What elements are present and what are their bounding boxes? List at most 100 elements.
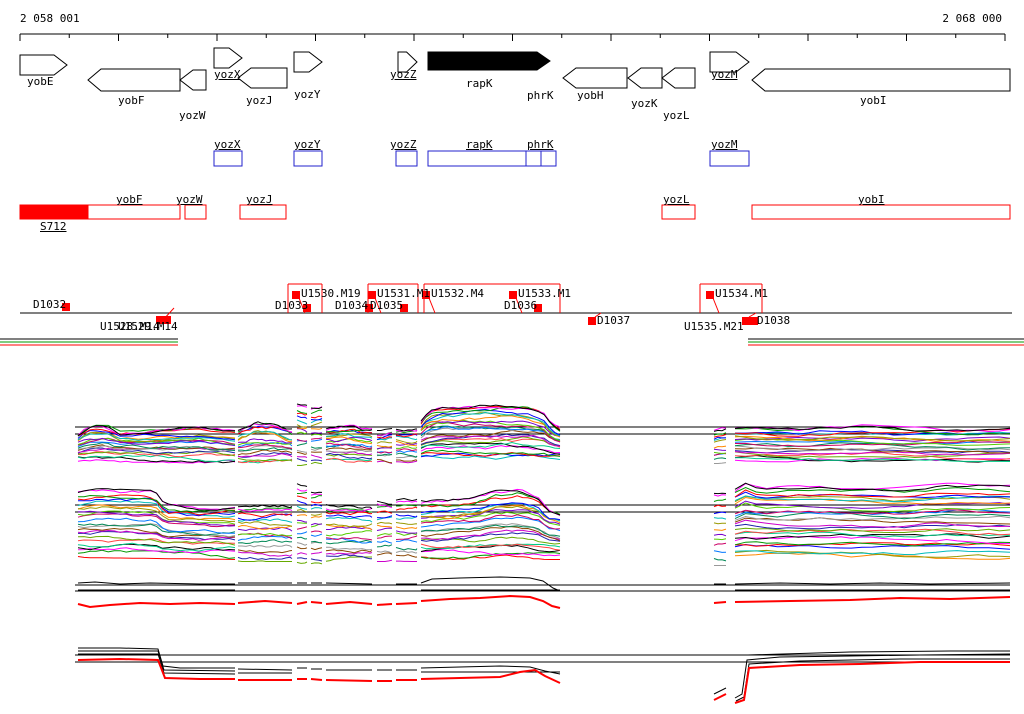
gene-arrow-yozX[interactable] xyxy=(213,47,243,69)
probe-marker-U1534.M1[interactable] xyxy=(706,291,714,299)
probe-marker-D1033[interactable] xyxy=(303,304,311,312)
probe-label-U1531.M1[interactable]: U1531.M1 xyxy=(377,287,430,300)
gene-label-yobF[interactable]: yobF xyxy=(118,94,145,107)
expression-trace xyxy=(713,494,727,497)
cds-box-yozZ[interactable] xyxy=(395,150,418,167)
expression-trace xyxy=(734,653,1011,699)
expression-trace xyxy=(296,601,308,605)
gene-arrow-yobI[interactable] xyxy=(751,68,1011,92)
probe-label-D1035[interactable]: D1035 xyxy=(370,299,404,312)
gene-arrow-yobF[interactable] xyxy=(87,68,181,92)
feature-box-yobI[interactable] xyxy=(751,204,1011,220)
gene-arrow-yozZ[interactable] xyxy=(397,51,418,73)
probe-label-D1033[interactable]: D1033 xyxy=(275,299,309,312)
gene-label-yobI[interactable]: yobI xyxy=(860,94,887,107)
cds-box-yozX[interactable] xyxy=(213,150,243,167)
expression-trace xyxy=(376,533,393,537)
cds-label-yozM[interactable]: yozM xyxy=(711,138,738,151)
expression-trace xyxy=(395,554,418,558)
gene-arrow-yozM[interactable] xyxy=(709,51,750,73)
probe-marker-U1529.M14[interactable] xyxy=(163,316,171,324)
probe-label-U1528.M14[interactable]: U1528.M14 xyxy=(100,320,160,333)
feature-box-yobF[interactable] xyxy=(87,204,181,220)
probe-marker-D1037[interactable] xyxy=(588,317,596,325)
expression-trace xyxy=(376,515,393,519)
probe-label-D1034[interactable]: D1034 xyxy=(335,299,369,312)
probe-label-U1534.M1[interactable]: U1534.M1 xyxy=(715,287,768,300)
cds-label-yozY[interactable]: yozY xyxy=(294,138,321,151)
probe-label-U1533.M1[interactable]: U1533.M1 xyxy=(518,287,571,300)
expression-trace xyxy=(77,556,236,560)
expression-trace xyxy=(237,599,293,604)
gene-label-yozM[interactable]: yozM xyxy=(711,68,738,81)
cds-box-rapK[interactable] xyxy=(427,150,542,167)
probe-marker-D1036[interactable] xyxy=(534,304,542,312)
cds-box-yozY[interactable] xyxy=(293,150,323,167)
feature-box-yozW[interactable] xyxy=(184,204,207,220)
gene-label-rapK[interactable]: rapK xyxy=(466,77,493,90)
feature-label-yozW[interactable]: yozW xyxy=(176,193,203,206)
probe-label-D1038[interactable]: D1038 xyxy=(757,314,791,327)
cds-box-phrK[interactable] xyxy=(525,150,557,167)
expression-trace xyxy=(420,668,561,684)
probe-marker-U1535.M21[interactable] xyxy=(742,317,750,325)
probe-label-U1530.M19[interactable]: U1530.M19 xyxy=(301,287,361,300)
expression-trace xyxy=(325,553,372,560)
cds-label-rapK[interactable]: rapK xyxy=(466,138,493,151)
probe-marker-U1530.M19[interactable] xyxy=(292,291,300,299)
probe-marker-U1532.M4[interactable] xyxy=(422,291,430,299)
probe-marker-D1038[interactable] xyxy=(750,317,758,325)
probe-flag xyxy=(515,297,523,314)
expression-trace xyxy=(296,561,308,564)
gene-label-yozW[interactable]: yozW xyxy=(179,109,206,122)
gene-arrow-phrK[interactable] xyxy=(523,51,551,71)
cds-box-yozM[interactable] xyxy=(709,150,750,167)
probe-label-D1037[interactable]: D1037 xyxy=(597,314,631,327)
gene-arrow-yozL[interactable] xyxy=(661,67,696,89)
cds-label-yozX[interactable]: yozX xyxy=(214,138,241,151)
gene-arrow-yozJ[interactable] xyxy=(237,67,288,89)
expression-trace xyxy=(310,406,323,410)
feature-box-yozL[interactable] xyxy=(661,204,696,220)
probe-marker-U1531.M1[interactable] xyxy=(368,291,376,299)
gene-label-yobH[interactable]: yobH xyxy=(577,89,604,102)
gene-arrow-yobH[interactable] xyxy=(562,67,628,89)
gene-label-yozL[interactable]: yozL xyxy=(663,109,690,122)
cds-label-yozZ[interactable]: yozZ xyxy=(390,138,417,151)
expression-trace xyxy=(395,547,418,551)
probe-label-U1535.M21[interactable]: U1535.M21 xyxy=(684,320,744,333)
gene-arrow-yozW[interactable] xyxy=(179,69,207,91)
gene-label-yozX[interactable]: yozX xyxy=(214,68,241,81)
expression-trace xyxy=(77,535,236,546)
expression-trace xyxy=(296,427,308,430)
feature-label-yobF[interactable]: yobF xyxy=(116,193,143,206)
probe-marker-U1528.M14[interactable] xyxy=(156,316,164,324)
gene-arrow-yozK[interactable] xyxy=(627,67,663,89)
probe-marker-D1034[interactable] xyxy=(365,304,373,312)
probe-label-D1036[interactable]: D1036 xyxy=(504,299,538,312)
probe-label-U1529.M14[interactable]: U1529.M14 xyxy=(118,320,178,333)
gene-label-yozZ[interactable]: yozZ xyxy=(390,68,417,81)
feature-label-yozL[interactable]: yozL xyxy=(663,193,690,206)
gene-label-phrK[interactable]: phrK xyxy=(527,89,554,102)
probe-marker-D1032[interactable] xyxy=(62,303,70,311)
expression-trace xyxy=(296,495,308,499)
gene-label-yozJ[interactable]: yozJ xyxy=(246,94,273,107)
cds-label-phrK[interactable]: phrK xyxy=(527,138,554,151)
feature-label-S712[interactable]: S712 xyxy=(40,220,67,233)
probe-label-D1032[interactable]: D1032 xyxy=(33,298,67,311)
feature-box-yozJ[interactable] xyxy=(239,204,287,220)
gene-label-yobE[interactable]: yobE xyxy=(27,75,54,88)
expression-trace xyxy=(310,427,323,430)
expression-trace xyxy=(420,554,560,561)
feature-label-yozJ[interactable]: yozJ xyxy=(246,193,273,206)
gene-arrow-yobE[interactable] xyxy=(19,54,68,76)
gene-arrow-yozY[interactable] xyxy=(293,51,323,73)
probe-marker-D1035[interactable] xyxy=(400,304,408,312)
probe-label-U1532.M4[interactable]: U1532.M4 xyxy=(431,287,484,300)
expression-trace xyxy=(77,517,235,534)
gene-label-yozK[interactable]: yozK xyxy=(631,97,658,110)
gene-label-yozY[interactable]: yozY xyxy=(294,88,321,101)
probe-marker-U1533.M1[interactable] xyxy=(509,291,517,299)
feature-label-yobI[interactable]: yobI xyxy=(858,193,885,206)
